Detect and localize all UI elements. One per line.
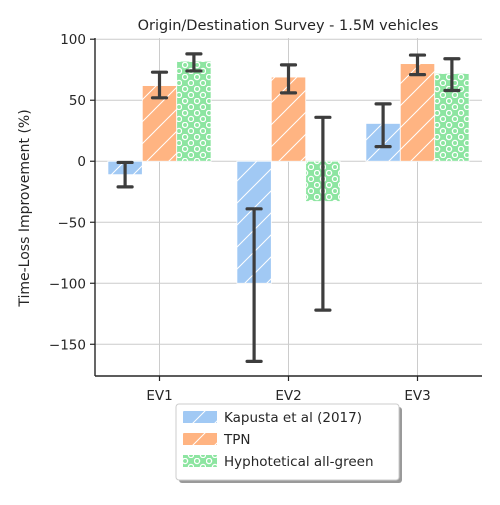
legend-swatch [183,433,217,445]
y-axis-label: Time-Loss Improvement (%) [17,109,33,307]
y-tick-label: 100 [60,32,86,48]
x-tick-label: EV2 [275,388,301,404]
bar-hyphotetical-all-green-ev1 [176,60,212,162]
error-bars-layer [116,52,461,363]
error-bar [279,63,298,95]
error-bar [116,160,134,189]
y-tick-label: −150 [49,337,86,353]
legend-box [175,403,400,481]
error-bar [408,53,427,77]
y-tick-label: 50 [69,93,86,109]
error-bar [245,207,263,363]
ticks-layer: 100 50 0 −50 −100 −150 EV1 EV2 EV3 [49,32,431,404]
legend-label: TPN [223,432,251,448]
legend-swatch [183,411,217,423]
bar-tpn-ev3 [399,63,436,162]
error-bar [150,70,169,100]
legend: Kapusta et al (2017) TPN Hyphotetical all-… [175,403,402,483]
y-tick-label: 0 [77,154,86,170]
y-tick-label: −100 [49,276,86,292]
x-tick-label: EV3 [404,388,430,404]
x-tick-label: EV1 [146,388,172,404]
error-bar [314,115,332,312]
error-bar [374,102,392,149]
y-tick-label: −50 [58,215,87,231]
error-bar [443,57,461,93]
error-bar [185,52,203,73]
chart-title: Origin/Destination Survey - 1.5M vehicle… [138,18,439,34]
legend-label: Hyphotetical all-green [224,454,374,470]
legend-swatch [183,455,217,467]
legend-label: Kapusta et al (2017) [224,410,362,426]
